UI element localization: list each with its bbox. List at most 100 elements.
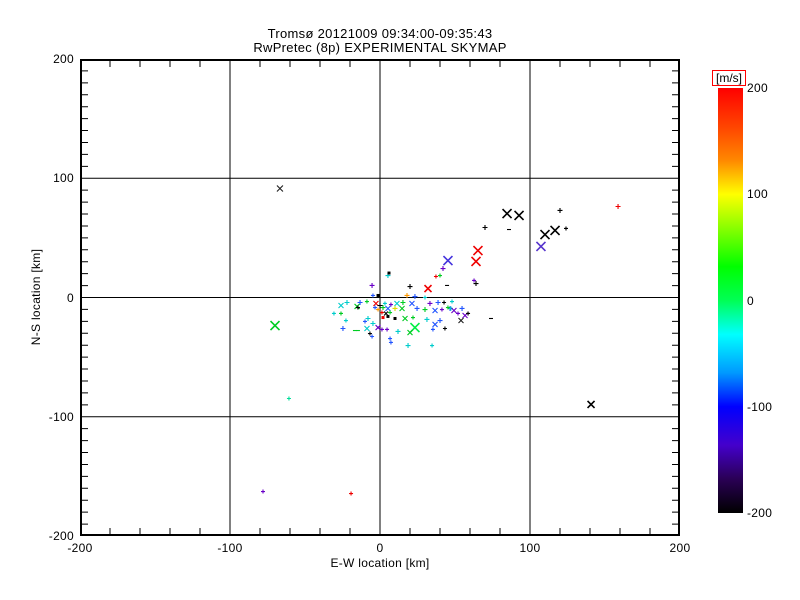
- data-point: [369, 282, 375, 288]
- data-point: [373, 305, 378, 310]
- data-point: [407, 284, 413, 290]
- x-tick-label: 200: [669, 541, 691, 555]
- data-point: [370, 293, 375, 298]
- data-point: [286, 396, 291, 401]
- data-point: [470, 256, 482, 267]
- data-point: [432, 321, 438, 328]
- y-tick-label: 100: [53, 171, 74, 186]
- x-tick-label: -200: [67, 541, 93, 555]
- data-point: [381, 316, 385, 320]
- y-tick-label: -100: [48, 409, 74, 424]
- data-point: [370, 320, 376, 326]
- data-point: [466, 311, 471, 316]
- data-point: [437, 318, 443, 324]
- data-point: [386, 314, 390, 318]
- data-point: [414, 305, 420, 311]
- y-axis-label: N-S location [km]: [29, 248, 43, 346]
- y-tick-label: 200: [53, 52, 74, 66]
- data-point: [424, 316, 430, 322]
- data-point: [383, 311, 389, 316]
- data-point: [388, 310, 393, 315]
- data-point: [343, 318, 348, 323]
- data-point: [501, 208, 513, 219]
- data-point: [331, 311, 336, 316]
- data-point: [430, 343, 435, 348]
- minor-ticks: [80, 59, 680, 536]
- data-point: [535, 241, 547, 252]
- data-point: [379, 310, 384, 315]
- data-point: [357, 300, 363, 306]
- gridlines: [80, 59, 680, 536]
- data-point: [375, 324, 381, 331]
- data-point: [355, 305, 360, 310]
- data-point: [407, 329, 413, 336]
- data-point: [445, 305, 450, 310]
- data-point: [388, 302, 393, 307]
- data-point: [380, 305, 386, 311]
- data-point: [269, 320, 281, 331]
- data-point: [442, 255, 454, 266]
- chart-subtitle: RwPretec (8p) EXPERIMENTAL SKYMAP: [253, 40, 507, 55]
- data-point: [440, 266, 446, 272]
- colorbar-tick-label: 200: [747, 81, 768, 95]
- data-point: [439, 307, 444, 312]
- data-point: [402, 315, 408, 322]
- y-tick-label: -200: [48, 529, 74, 543]
- data-point: [382, 301, 387, 306]
- data-point: [376, 307, 381, 312]
- data-point: [338, 302, 344, 309]
- data-point: [423, 295, 427, 300]
- data-point: [442, 300, 447, 305]
- data-point: [363, 319, 367, 324]
- data-point: [438, 273, 442, 278]
- data-point: [423, 284, 433, 293]
- data-point: [276, 185, 284, 192]
- colorbar-tick-label: 0: [747, 293, 754, 308]
- data-point: [435, 300, 441, 306]
- data-point: [456, 311, 460, 316]
- x-tick-label: -100: [217, 541, 243, 555]
- plot-area: [80, 59, 680, 536]
- data-point: [379, 327, 384, 332]
- data-point: [482, 225, 488, 230]
- data-point: [564, 226, 568, 231]
- data-point: [433, 274, 438, 279]
- data-point: [615, 204, 621, 210]
- data-point: [394, 300, 400, 307]
- data-point: [364, 299, 369, 304]
- data-point: [388, 340, 393, 345]
- data-point: [473, 281, 479, 287]
- colorbar-tick-label: -200: [747, 506, 773, 520]
- data-point: [393, 316, 397, 320]
- data-point: [432, 307, 438, 314]
- data-point: [442, 326, 447, 331]
- data-point: [409, 300, 415, 307]
- data-point: [340, 326, 346, 332]
- x-axis-label: E-W location [km]: [330, 556, 430, 570]
- data-point: [364, 325, 370, 332]
- data-point: [365, 315, 371, 321]
- data-point: [549, 225, 561, 236]
- data-point: [412, 294, 418, 300]
- data-point: [354, 303, 360, 310]
- data-point: [422, 307, 428, 313]
- data-point: [539, 229, 551, 240]
- data-point: [472, 278, 477, 283]
- colorbar-tick-label: -100: [747, 399, 773, 414]
- y-tick-label: 0: [67, 290, 74, 305]
- data-point: [261, 489, 265, 494]
- data-point: [459, 305, 465, 311]
- colorbar-tick-label: 100: [747, 187, 768, 202]
- data-point: [387, 271, 391, 275]
- data-point: [385, 305, 391, 312]
- data-point: [349, 491, 354, 496]
- data-point: [370, 334, 375, 339]
- data-point: [404, 292, 410, 298]
- data-point: [388, 336, 393, 341]
- data-point: [399, 305, 405, 312]
- plot-canvas: [80, 59, 680, 536]
- data-point: [367, 331, 372, 336]
- x-tick-label: 0: [376, 541, 384, 555]
- colorbar-unit-label: [m/s]: [712, 70, 746, 86]
- data-point: [405, 343, 411, 349]
